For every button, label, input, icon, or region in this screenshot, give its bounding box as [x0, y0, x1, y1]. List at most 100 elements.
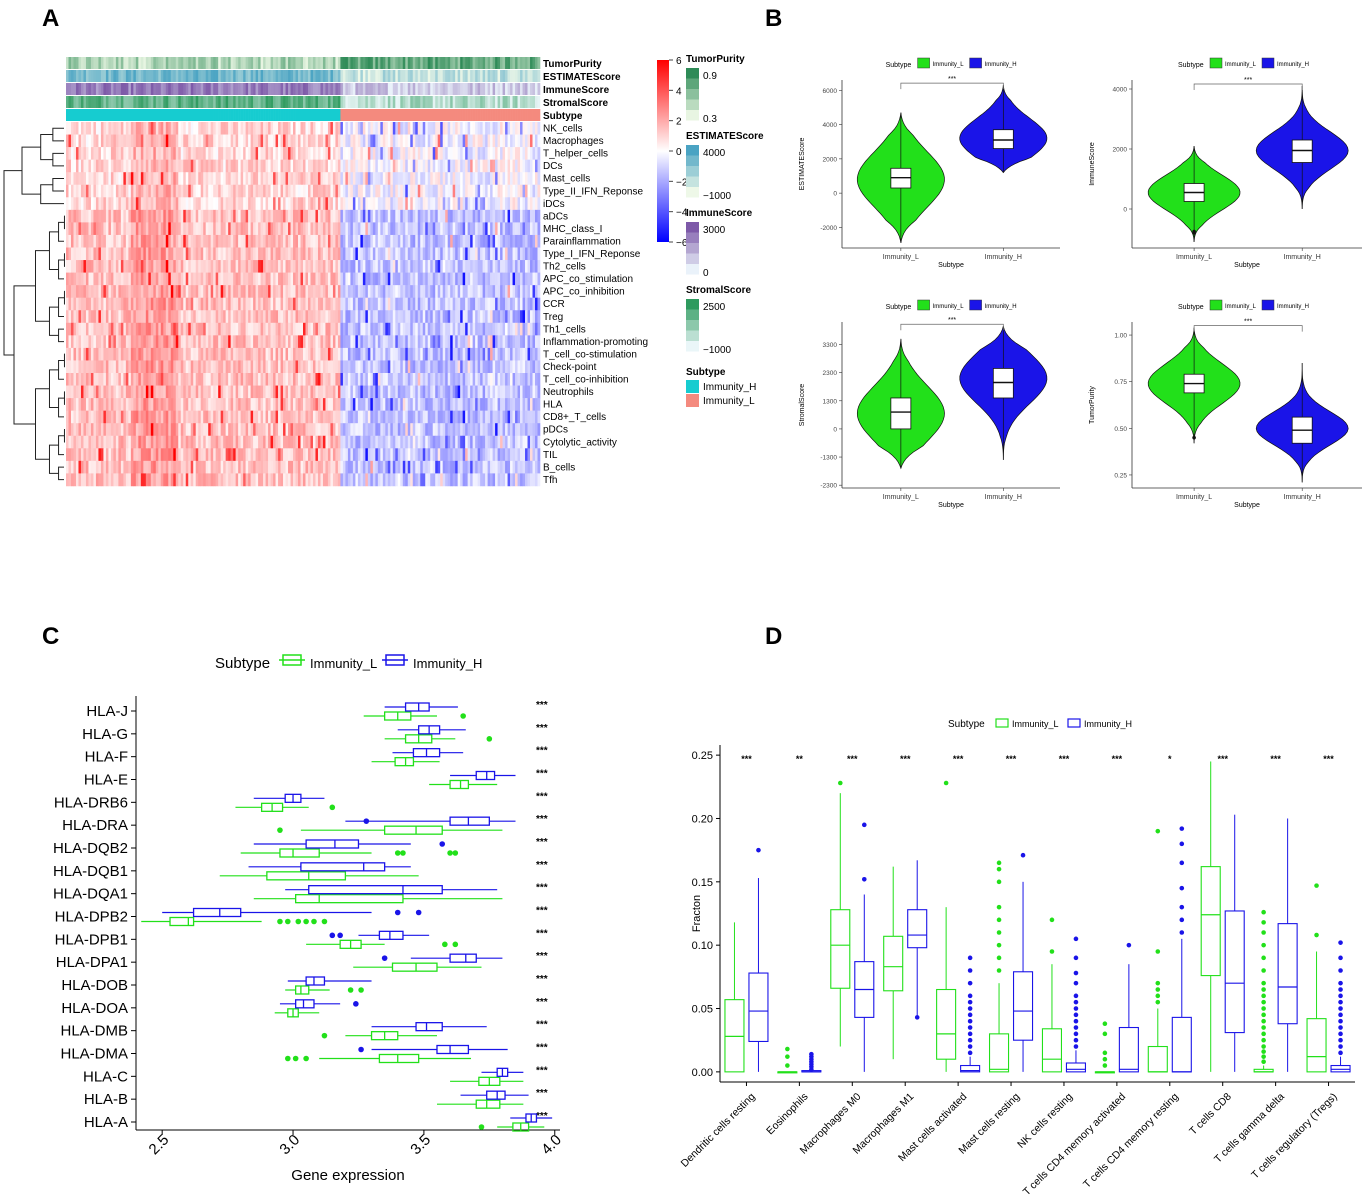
- heatmap-cell: [90, 222, 94, 236]
- heatmap-cell: [490, 310, 493, 324]
- heatmap-cell: [243, 335, 246, 349]
- annotation-cell: [213, 57, 216, 69]
- heatmap-cell: [150, 134, 154, 148]
- annotation-cell: [215, 57, 219, 69]
- heatmap-cell: [138, 172, 142, 186]
- heatmap-cell: [472, 209, 476, 223]
- heatmap-cell: [243, 360, 246, 374]
- heatmap-cell: [300, 310, 304, 324]
- annotation-cell: [295, 96, 299, 108]
- heatmap-cell: [160, 272, 164, 286]
- heatmap-cell: [225, 147, 229, 160]
- annotation-cell: [532, 70, 536, 82]
- heatmap-cell: [422, 197, 426, 211]
- annotation-cell: [492, 83, 496, 95]
- heatmap-cell: [105, 297, 109, 311]
- heatmap-cell: [505, 134, 508, 148]
- heatmap-cell: [347, 222, 351, 236]
- heatmap-cell: [325, 184, 329, 198]
- heatmap-cell: [462, 260, 466, 273]
- heatmap-cell: [255, 360, 259, 374]
- annotation-cell: [395, 70, 399, 82]
- heatmap-cell: [462, 285, 466, 298]
- heatmap-cell: [228, 272, 231, 286]
- heatmap-cell: [138, 197, 142, 211]
- heatmap-cell: [380, 134, 384, 148]
- heatmap-cell: [95, 159, 99, 173]
- heatmap-cell: [437, 247, 441, 261]
- heatmap-cell: [357, 335, 361, 349]
- annotation-cell: [258, 70, 261, 82]
- heatmap-cell: [470, 310, 473, 324]
- heatmap-cell: [93, 347, 97, 361]
- heatmap-cell: [138, 272, 142, 286]
- heatmap-cell: [332, 285, 336, 298]
- annotation-cell: [225, 96, 229, 108]
- heatmap-cell: [153, 347, 157, 361]
- heatmap-cell: [198, 122, 202, 135]
- heatmap-cell: [100, 222, 104, 236]
- heatmap-cell: [290, 197, 294, 211]
- heatmap-cell: [218, 310, 221, 324]
- annotation-cell: [115, 70, 119, 82]
- annotation-cell: [108, 96, 112, 108]
- heatmap-cell: [342, 322, 346, 336]
- heatmap-cell: [325, 234, 329, 248]
- heatmap-cell: [115, 260, 119, 273]
- heatmap-cell: [263, 222, 266, 236]
- annotation-cell: [123, 109, 127, 121]
- annotation-cell: [178, 83, 182, 95]
- heatmap-cell: [150, 197, 154, 211]
- annotation-cell: [380, 96, 384, 108]
- heatmap-cell: [477, 285, 481, 298]
- heatmap-cell: [138, 134, 142, 148]
- annotation-cell: [163, 109, 167, 121]
- heatmap-cell: [203, 335, 206, 349]
- annotation-cell: [143, 70, 147, 82]
- heatmap-cell: [230, 335, 234, 349]
- heatmap-cell: [90, 247, 94, 261]
- heatmap-cell: [427, 347, 431, 361]
- heatmap-cell: [320, 134, 324, 148]
- heatmap-cell: [205, 272, 209, 286]
- heatmap-cell: [430, 272, 434, 286]
- annotation-cell: [525, 83, 528, 95]
- annotation-cell: [150, 96, 154, 108]
- annotation-cell: [365, 96, 369, 108]
- heatmap-cell: [332, 234, 336, 248]
- heatmap-cell: [372, 147, 376, 160]
- heatmap-cell: [150, 209, 154, 223]
- heatmap-cell: [188, 297, 192, 311]
- annotation-cell: [387, 109, 391, 121]
- heatmap-cell: [68, 272, 72, 286]
- heatmap-cell: [248, 197, 251, 211]
- annotation-cell: [445, 96, 448, 108]
- annotation-cell: [437, 83, 441, 95]
- heatmap-cell: [273, 347, 276, 361]
- heatmap-cell: [285, 247, 289, 261]
- heatmap-cell: [482, 310, 486, 324]
- heatmap-cell: [110, 159, 114, 173]
- heatmap-cell: [420, 159, 424, 173]
- heatmap-cell: [537, 234, 541, 248]
- heatmap-cell: [440, 360, 443, 374]
- heatmap-cell: [155, 285, 159, 298]
- heatmap-cell: [200, 172, 204, 186]
- heatmap-cell: [70, 385, 74, 399]
- heatmap-cell: [355, 322, 359, 336]
- heatmap-cell: [145, 147, 149, 160]
- annotation-cell: [452, 57, 456, 69]
- heatmap-cell: [442, 234, 446, 248]
- heatmap-cell: [188, 285, 192, 298]
- heatmap-cell: [105, 247, 109, 261]
- heatmap-cell: [183, 335, 187, 349]
- heatmap-cell: [332, 222, 336, 236]
- heatmap-cell: [115, 272, 119, 286]
- heatmap-cell: [170, 335, 174, 349]
- heatmap-cell: [215, 272, 219, 286]
- heatmap-cell: [170, 360, 174, 374]
- annotation-cell: [435, 109, 439, 121]
- heatmap-cell: [213, 260, 216, 273]
- heatmap-cell: [532, 347, 536, 361]
- heatmap-cell: [462, 335, 466, 349]
